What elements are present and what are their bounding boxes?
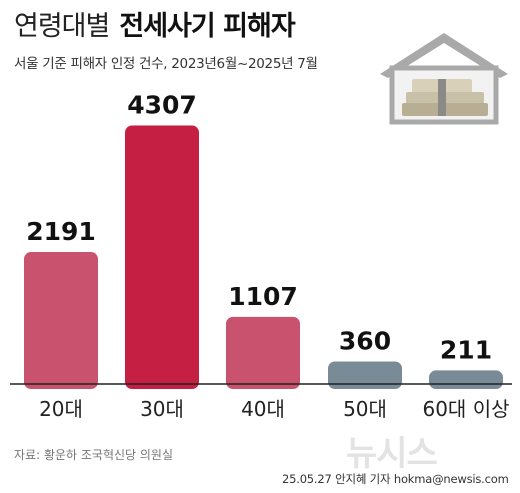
newsis-logo: 뉴시스 bbox=[346, 434, 438, 474]
title-prefix: 연령대별 bbox=[14, 11, 110, 42]
bar-2 bbox=[125, 125, 199, 389]
bar-5 bbox=[429, 370, 503, 389]
category-label-5: 60대 이상 bbox=[422, 397, 509, 421]
reporter-credit: 25.05.27 안지혜 기자 hokma@newsis.com bbox=[282, 472, 509, 486]
category-label-3: 40대 bbox=[241, 397, 285, 421]
chart-subtitle: 서울 기준 피해자 인정 건수, 2023년6월~2025년 7월 bbox=[14, 56, 318, 72]
value-label-3: 1107 bbox=[228, 282, 298, 311]
bar-3 bbox=[226, 316, 300, 389]
value-label-5: 211 bbox=[440, 335, 492, 364]
value-label-4: 360 bbox=[339, 326, 391, 355]
title-main: 전세사기 피해자 bbox=[119, 11, 295, 42]
money-band bbox=[438, 79, 446, 116]
category-label-2: 30대 bbox=[140, 397, 184, 421]
bars-group: 2191 20대 4307 30대 1107 40대 360 50대 211 60대 이상 bbox=[24, 91, 510, 421]
source-note: 자료: 황운하 조국혁신당 의원실 bbox=[14, 448, 174, 462]
chart-title: 연령대별 전세사기 피해자 bbox=[14, 4, 296, 43]
category-label-1: 20대 bbox=[39, 397, 83, 421]
value-label-2: 4307 bbox=[127, 91, 197, 120]
value-label-1: 2191 bbox=[26, 217, 96, 246]
bar-1 bbox=[24, 252, 98, 389]
house-with-money-icon bbox=[380, 33, 508, 125]
bar-4 bbox=[328, 361, 402, 389]
category-label-4: 50대 bbox=[343, 397, 387, 421]
